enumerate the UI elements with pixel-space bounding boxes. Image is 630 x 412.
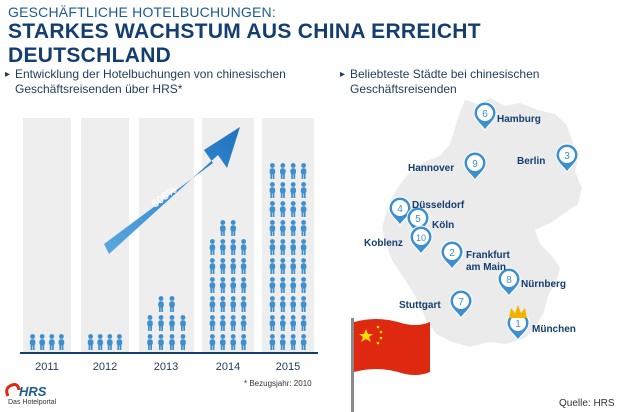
svg-text:2: 2	[449, 248, 455, 259]
pin-stuttgart: 7	[449, 289, 473, 319]
source-text: Quelle: HRS	[559, 398, 615, 409]
pin-berlin: 3	[555, 143, 579, 173]
pin-hamburg: 6	[473, 101, 497, 131]
year-label-2012: 2012	[93, 361, 117, 373]
svg-text:1: 1	[515, 319, 521, 330]
logo-name: HRS	[19, 384, 47, 399]
year-label-2014: 2014	[216, 361, 240, 373]
column-2011	[23, 118, 71, 354]
logo-tagline: Das Hotelportal	[8, 399, 57, 406]
hrs-logo-mark	[5, 383, 21, 397]
pin-frankfurt: 2	[440, 240, 464, 270]
city-label-duesseldorf: Düsseldorf	[412, 200, 465, 211]
column-2015	[262, 118, 314, 354]
year-label-2015: 2015	[276, 361, 300, 373]
svg-text:9: 9	[472, 159, 478, 170]
city-label-hamburg: Hamburg	[497, 114, 541, 125]
svg-text:8: 8	[506, 275, 512, 286]
city-label-koeln: Köln	[432, 220, 454, 231]
pin-hannover: 9	[463, 151, 487, 181]
year-label-2013: 2013	[154, 361, 178, 373]
pin-nuernberg: 8	[497, 267, 521, 297]
city-label-koblenz: Koblenz	[364, 238, 403, 249]
svg-text:10: 10	[416, 233, 426, 243]
bullet-arrow-icon: ▸	[5, 69, 11, 80]
city-label-stuttgart: Stuttgart	[399, 300, 441, 311]
svg-text:4: 4	[397, 204, 403, 215]
right-description-text: Beliebteste Städte bei chinesischen Gesc…	[350, 67, 540, 96]
svg-text:3: 3	[564, 151, 570, 162]
pin-koblenz: 10	[409, 225, 433, 255]
bullet-arrow-icon: ▸	[340, 69, 346, 80]
pin-koeln: 5	[406, 206, 430, 236]
city-label-frankfurt-line1: Frankfurt	[466, 250, 511, 261]
city-label-berlin: Berlin	[517, 156, 545, 167]
germany-map	[382, 98, 582, 347]
pin-muenchen: 1	[506, 311, 530, 341]
city-label-muenchen: München	[532, 324, 576, 335]
pin-duesseldorf: 4	[388, 196, 412, 226]
city-label-nuernberg: Nürnberg	[521, 279, 566, 290]
crown-icon	[509, 305, 527, 318]
map-pins: 6 3 9 4 5 10 2 8 7 1	[388, 101, 579, 341]
left-description-text: Entwicklung der Hotelbuchungen von chine…	[15, 67, 286, 96]
year-label-2011: 2011	[35, 361, 59, 373]
svg-text:6: 6	[482, 109, 488, 120]
china-flag	[351, 318, 430, 412]
city-label-hannover: Hannover	[408, 163, 454, 174]
right-panel-description: ▸ Beliebteste Städte bei chinesischen Ge…	[340, 67, 620, 97]
svg-text:5: 5	[415, 214, 421, 225]
header-subtitle: GESCHÄFTLICHE HOTELBUCHUNGEN:	[8, 4, 276, 20]
svg-text:7: 7	[458, 297, 464, 308]
header-title: STARKES WACHSTUM AUS CHINA ERREICHT DEUT…	[8, 20, 481, 67]
footnote: * Bezugsjahr: 2010	[244, 379, 312, 388]
column-2013	[139, 118, 194, 354]
left-panel-description: ▸ Entwicklung der Hotelbuchungen von chi…	[5, 67, 335, 97]
city-label-frankfurt-line2: am Main	[466, 262, 506, 273]
